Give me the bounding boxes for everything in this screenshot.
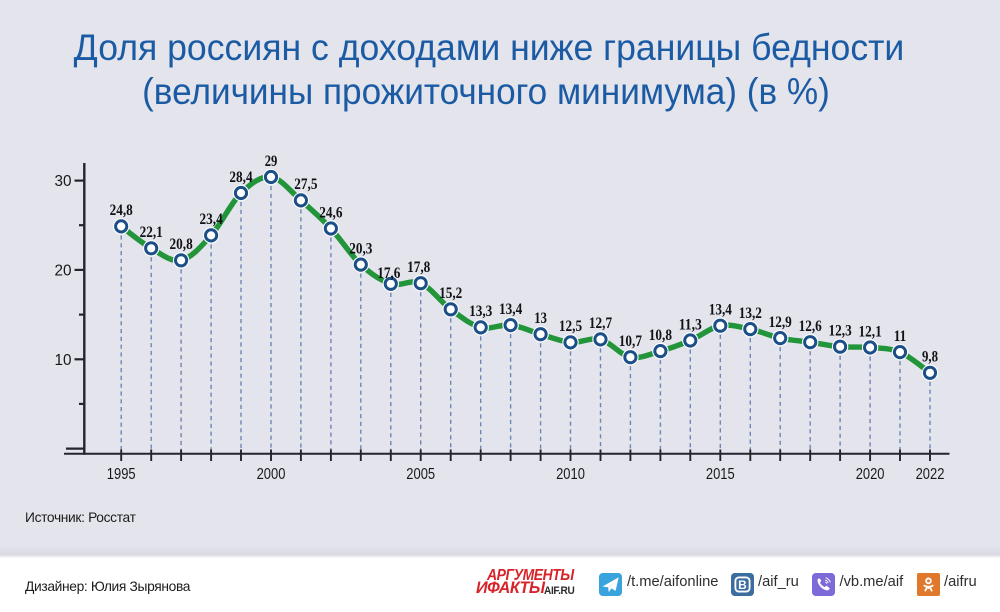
svg-text:2010: 2010 <box>556 466 585 483</box>
svg-text:17,6: 17,6 <box>377 265 400 282</box>
svg-text:2022: 2022 <box>916 466 945 483</box>
svg-text:13,4: 13,4 <box>499 301 522 318</box>
svg-text:29: 29 <box>265 153 278 170</box>
svg-text:10,8: 10,8 <box>649 327 672 344</box>
svg-text:13,4: 13,4 <box>709 302 732 319</box>
svg-text:30: 30 <box>55 173 72 190</box>
svg-text:15,2: 15,2 <box>439 285 462 302</box>
svg-text:12,6: 12,6 <box>799 318 822 335</box>
svg-text:9,8: 9,8 <box>922 349 938 366</box>
svg-text:2020: 2020 <box>856 466 885 483</box>
svg-text:12,7: 12,7 <box>589 315 612 332</box>
svg-text:28,4: 28,4 <box>229 169 252 186</box>
svg-text:22,1: 22,1 <box>140 224 163 241</box>
svg-text:13,3: 13,3 <box>469 303 492 320</box>
svg-text:20: 20 <box>55 263 72 280</box>
svg-text:20,8: 20,8 <box>170 236 193 253</box>
svg-text:23,4: 23,4 <box>200 211 223 228</box>
svg-text:1995: 1995 <box>107 466 136 483</box>
svg-text:2015: 2015 <box>706 466 735 483</box>
svg-text:13: 13 <box>534 310 547 327</box>
svg-text:12,5: 12,5 <box>559 318 582 335</box>
svg-text:11,3: 11,3 <box>679 316 702 333</box>
svg-text:13,2: 13,2 <box>739 305 762 322</box>
svg-text:10: 10 <box>55 352 72 369</box>
svg-text:2000: 2000 <box>257 466 286 483</box>
svg-text:24,8: 24,8 <box>110 202 133 219</box>
svg-text:20,3: 20,3 <box>349 240 372 257</box>
svg-text:27,5: 27,5 <box>294 176 317 193</box>
svg-text:11: 11 <box>894 328 907 345</box>
svg-text:12,1: 12,1 <box>859 323 882 340</box>
svg-text:10,7: 10,7 <box>619 333 642 350</box>
svg-text:В: В <box>738 577 747 591</box>
svg-text:2005: 2005 <box>406 466 435 483</box>
svg-text:24,6: 24,6 <box>319 204 342 221</box>
svg-text:12,9: 12,9 <box>769 314 792 331</box>
svg-text:12,3: 12,3 <box>829 323 852 340</box>
svg-text:17,8: 17,8 <box>407 259 430 276</box>
